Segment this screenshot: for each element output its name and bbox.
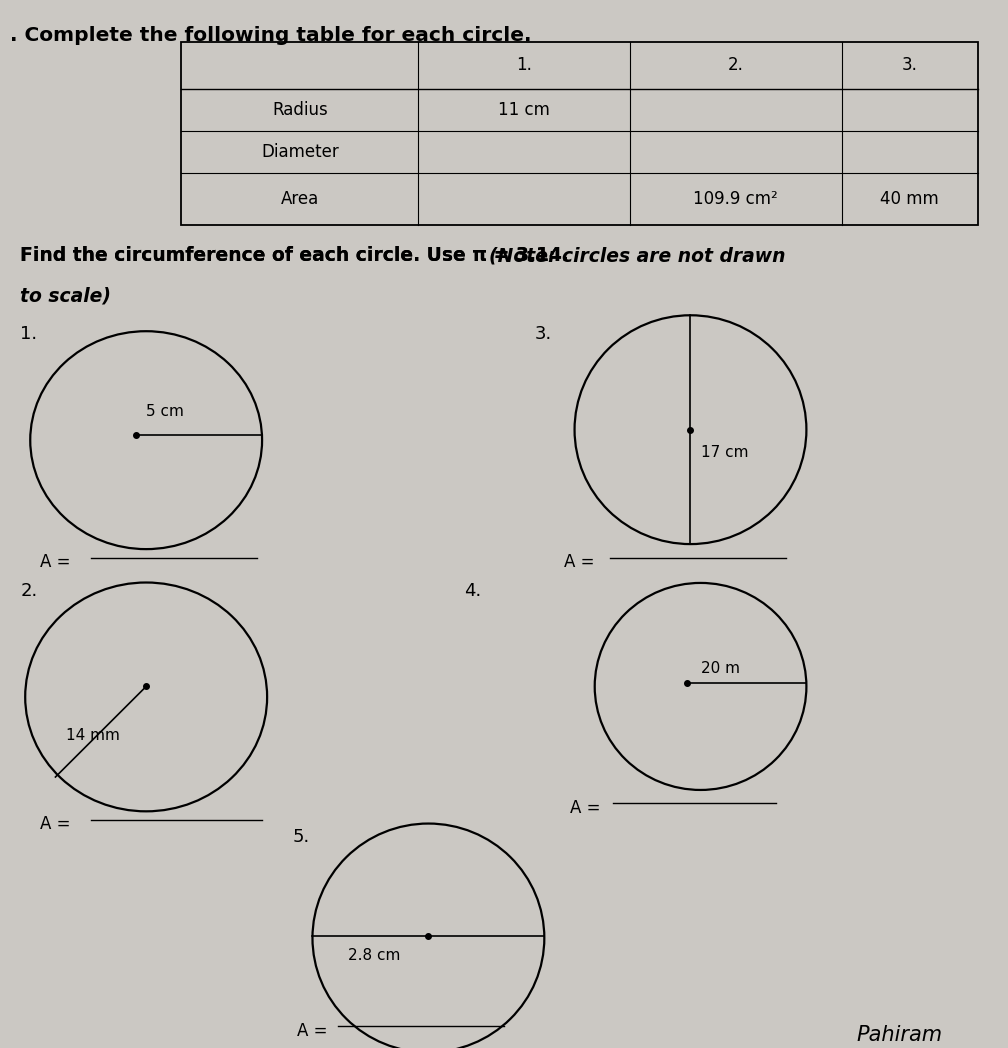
- Text: to scale): to scale): [20, 286, 111, 305]
- Text: A =: A =: [40, 815, 71, 833]
- Text: A =: A =: [570, 799, 600, 816]
- Text: Find the circumference of each circle. Use π = 3.14. (Note: circles are not draw: Find the circumference of each circle. U…: [20, 246, 872, 265]
- Text: 109.9 cm²: 109.9 cm²: [694, 190, 778, 209]
- Text: A =: A =: [564, 553, 595, 571]
- Text: 14 mm: 14 mm: [66, 728, 119, 743]
- Text: 3.: 3.: [534, 325, 551, 343]
- Text: 2.: 2.: [728, 57, 744, 74]
- Text: A =: A =: [40, 553, 71, 571]
- Text: 5.: 5.: [292, 828, 309, 846]
- Text: Area: Area: [281, 190, 319, 209]
- Text: 1.: 1.: [516, 57, 532, 74]
- Text: 5 cm: 5 cm: [146, 405, 184, 419]
- Text: (Note: circles are not drawn: (Note: circles are not drawn: [489, 246, 785, 265]
- Text: 11 cm: 11 cm: [498, 101, 550, 119]
- Text: 4.: 4.: [464, 582, 481, 599]
- Text: Find the circumference of each circle. Use π = 3.14. (Note: circles are not draw: Find the circumference of each circle. U…: [20, 246, 872, 265]
- Text: 2.8 cm: 2.8 cm: [348, 948, 400, 963]
- Text: 17 cm: 17 cm: [701, 445, 748, 460]
- Text: 1.: 1.: [20, 325, 37, 343]
- Text: 20 m: 20 m: [701, 661, 740, 676]
- Text: Find the circumference of each circle. Use π = 3.14.: Find the circumference of each circle. U…: [20, 246, 576, 265]
- Text: Pahiram: Pahiram: [857, 1025, 942, 1045]
- Text: Find the circumference of each circle. Use π = 3.14.: Find the circumference of each circle. U…: [20, 246, 576, 265]
- Text: . Complete the following table for each circle.: . Complete the following table for each …: [10, 26, 531, 45]
- Text: Radius: Radius: [272, 101, 328, 119]
- Text: 2.: 2.: [20, 582, 37, 599]
- Text: 40 mm: 40 mm: [880, 190, 939, 209]
- Bar: [181, 42, 978, 225]
- Text: A =: A =: [297, 1022, 328, 1040]
- Text: 3.: 3.: [902, 57, 917, 74]
- Text: Diameter: Diameter: [261, 143, 339, 161]
